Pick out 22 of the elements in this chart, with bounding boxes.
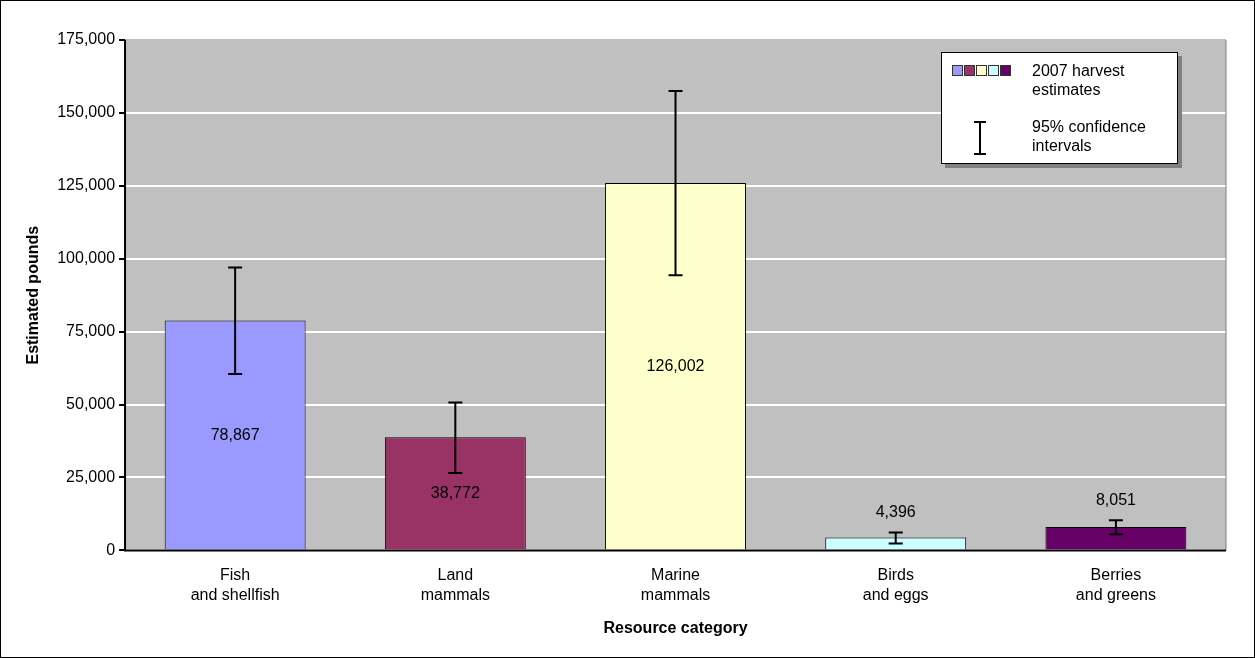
y-tick-label: 50,000 — [66, 394, 116, 412]
y-tick-label: 150,000 — [57, 103, 116, 121]
x-tick-label: Birds and eggs — [862, 566, 929, 603]
data-label: 126,002 — [646, 357, 705, 375]
y-tick-label: 0 — [106, 540, 116, 558]
data-label: 78,867 — [210, 425, 260, 443]
y-tick-label: 175,000 — [57, 30, 116, 48]
y-axis-title: Estimated pounds — [24, 225, 42, 365]
y-tick-label: 125,000 — [57, 176, 116, 194]
x-tick-label: Fish and shellfish — [190, 566, 280, 603]
x-tick-label: Marine mammals — [640, 566, 711, 603]
legend-label: 2007 harvest estimates — [1032, 61, 1126, 99]
y-tick-label: 75,000 — [66, 322, 116, 340]
data-label: 38,772 — [430, 484, 480, 502]
x-tick-label: Land mammals — [420, 566, 490, 603]
y-tick-label: 100,000 — [57, 249, 116, 267]
x-axis-title: Resource category — [603, 618, 748, 636]
x-tick-label: Berries and greens — [1075, 566, 1156, 603]
data-label: 4,396 — [875, 503, 916, 521]
annotation: 95% confidence intervals — [1032, 117, 1147, 155]
y-tick-label: 25,000 — [66, 467, 116, 485]
data-label: 8,051 — [1095, 490, 1137, 508]
